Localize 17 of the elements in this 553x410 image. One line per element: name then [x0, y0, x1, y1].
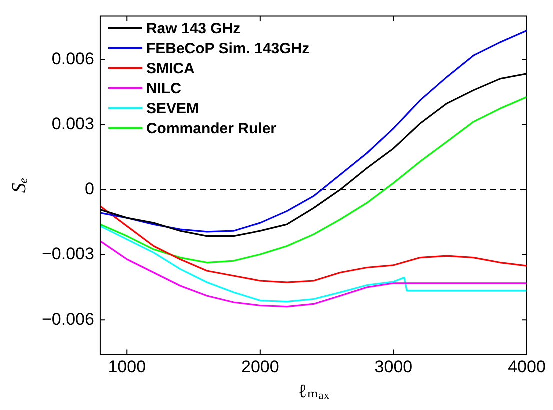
x-tick-label: 4000 [508, 358, 546, 377]
x-tick-label: 2000 [242, 358, 280, 377]
x-tick-label: 3000 [374, 358, 413, 377]
y-tick-label: −0.006 [42, 310, 94, 329]
legend-label: Commander Ruler [146, 120, 277, 138]
x-tick-label: 1000 [108, 358, 146, 377]
legend-label: Raw 143 GHz [146, 20, 241, 38]
legend-label: NILC [146, 80, 182, 98]
y-tick-label: −0.003 [42, 244, 94, 264]
x-axis-title: ℓₘₐₓ [298, 382, 330, 403]
legend-label: SEVEM [146, 100, 199, 118]
y-tick-label: 0 [85, 180, 94, 199]
y-tick-label: 0.006 [52, 49, 94, 68]
legend-label: SMICA [146, 60, 195, 78]
y-tick-label: 0.003 [52, 114, 94, 134]
legend-label: FEBeCoP Sim. 143GHz [146, 40, 310, 58]
y-axis-title: Sₑ [8, 178, 30, 194]
